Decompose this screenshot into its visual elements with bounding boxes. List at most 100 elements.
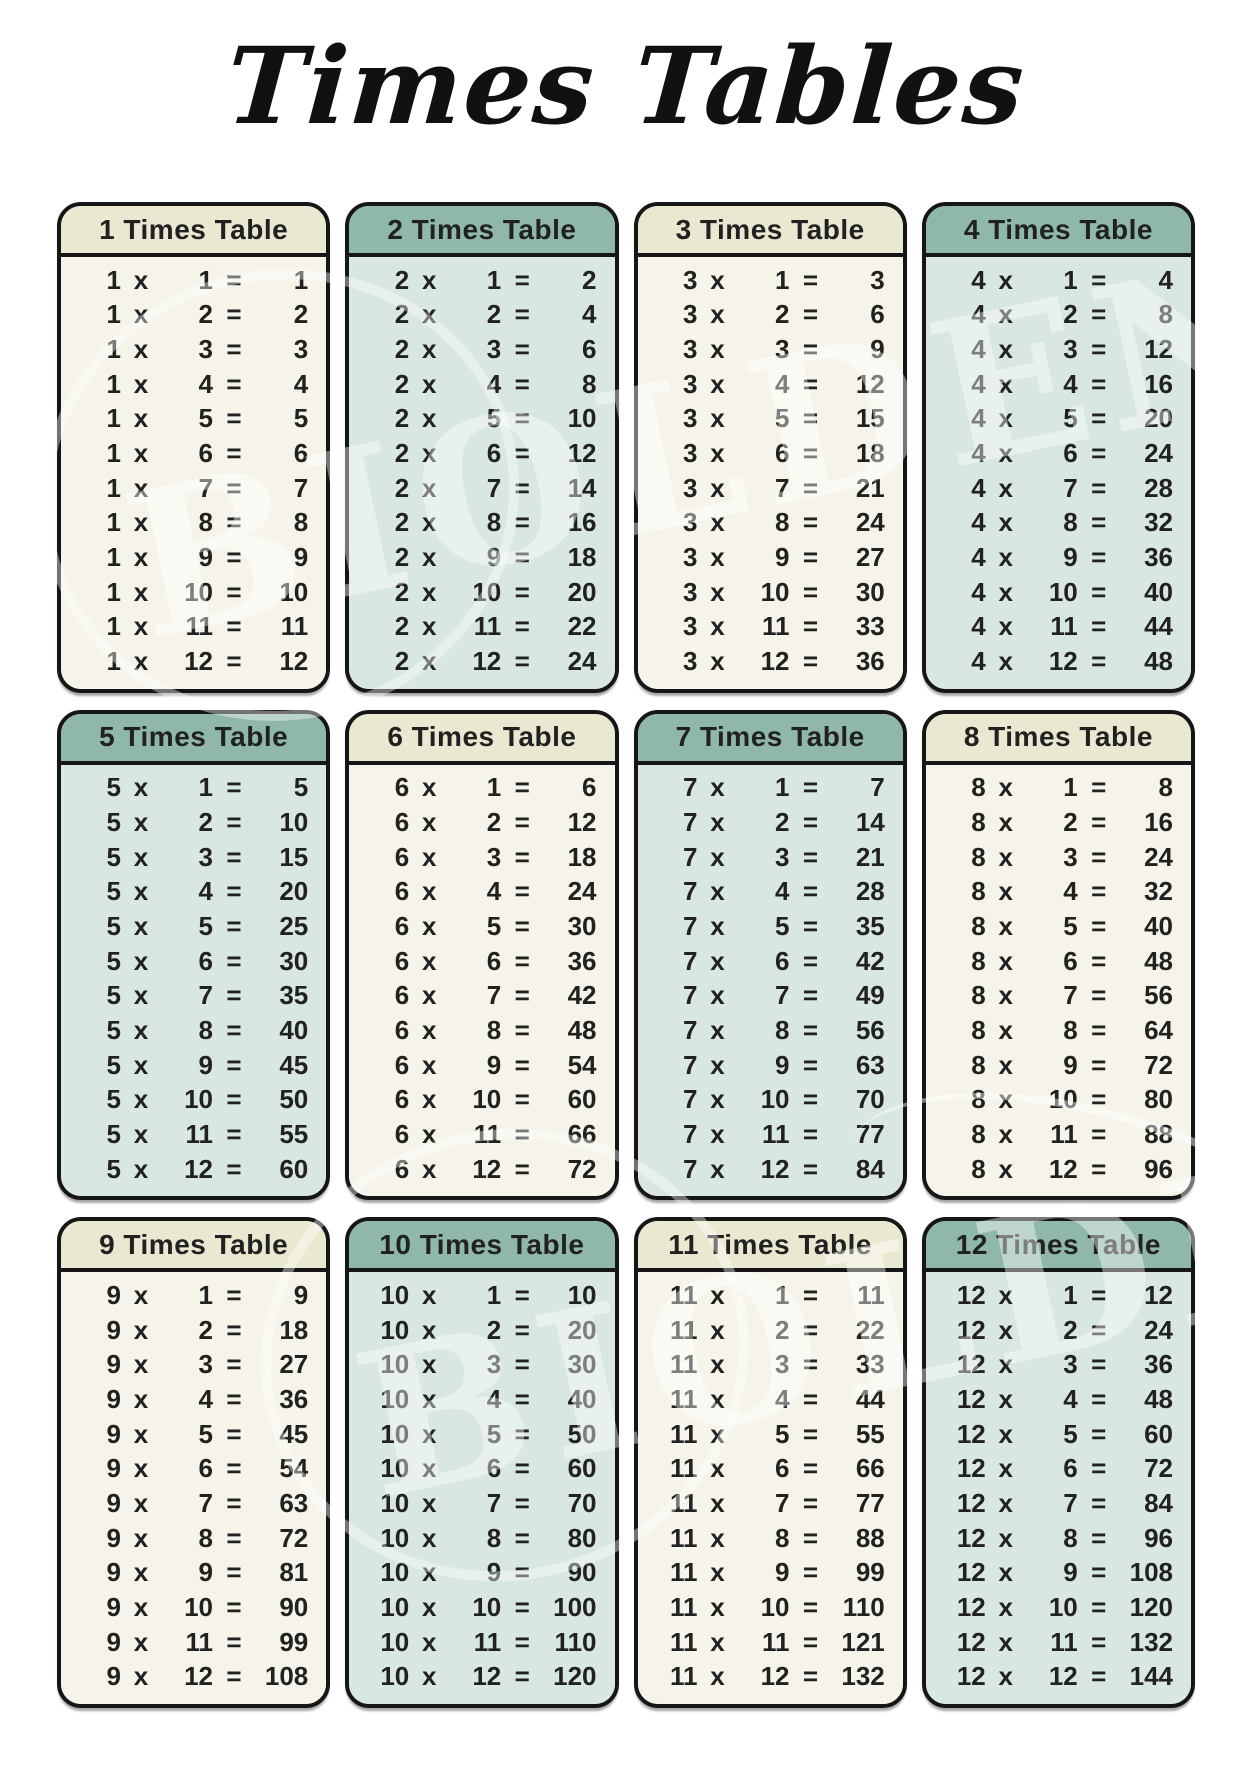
multiply-sign: x [710, 1118, 725, 1149]
multiply-sign: x [133, 403, 149, 434]
factor-1: 10 [380, 1349, 410, 1380]
equals-sign: = [1091, 1279, 1107, 1310]
factor-2: 7 [198, 1487, 213, 1518]
equation-row: 12 x 3 = 36 [944, 1349, 1173, 1380]
factor-1: 7 [683, 980, 698, 1011]
equation-row: 1 x 12 = 12 [79, 646, 309, 677]
equation-row: 6 x 3 = 18 [367, 842, 597, 873]
equals-sign: = [1091, 368, 1107, 399]
equation-row: 3 x 7 = 21 [656, 473, 885, 504]
factor-1: 9 [106, 1626, 121, 1657]
equation-row: 5 x 4 = 20 [79, 876, 309, 907]
multiply-sign: x [998, 1014, 1013, 1045]
equation-row: 12 x 8 = 96 [944, 1523, 1173, 1554]
product: 8 [1158, 772, 1173, 803]
product: 81 [279, 1557, 309, 1588]
product: 15 [279, 841, 309, 872]
equals-sign: = [514, 910, 530, 941]
factor-1: 7 [683, 1153, 698, 1184]
times-table-rows: 5 x 1 = 5 5 x 2 = 10 5 x 3 = 15 5 x 4 = … [61, 764, 327, 1197]
equals-sign: = [1091, 1591, 1107, 1622]
equation-row: 8 x 3 = 24 [944, 842, 1173, 873]
equals-sign: = [514, 1383, 530, 1414]
multiply-sign: x [998, 1626, 1013, 1657]
factor-1: 10 [380, 1279, 410, 1310]
multiply-sign: x [998, 403, 1013, 434]
equation-row: 5 x 8 = 40 [79, 1014, 309, 1046]
equals-sign: = [802, 1661, 819, 1692]
multiply-sign: x [422, 1118, 437, 1149]
equals-sign: = [802, 1383, 819, 1414]
equals-sign: = [802, 1153, 819, 1184]
factor-2: 4 [198, 876, 213, 907]
equals-sign: = [1091, 264, 1107, 295]
factor-1: 2 [394, 264, 410, 295]
times-table-card: 10 Times Table 10 x 1 = 10 10 x 2 = 20 1… [345, 1217, 619, 1708]
product: 54 [279, 1453, 309, 1484]
product: 20 [567, 1314, 597, 1345]
times-table-card: 12 Times Table 12 x 1 = 12 12 x 2 = 24 1… [921, 1217, 1195, 1708]
product: 63 [855, 1049, 885, 1080]
multiply-sign: x [998, 1314, 1013, 1345]
product: 16 [1144, 368, 1173, 399]
multiply-sign: x [998, 437, 1013, 468]
factor-1: 8 [971, 1014, 986, 1045]
factor-1: 9 [106, 1453, 121, 1484]
equals-sign: = [1091, 1661, 1107, 1692]
equals-sign: = [802, 1626, 819, 1657]
factor-2: 5 [1063, 1418, 1078, 1449]
factor-2: 7 [198, 472, 213, 503]
factor-2: 1 [775, 1279, 790, 1310]
product: 9 [293, 541, 309, 572]
equals-sign: = [802, 1591, 819, 1622]
equation-row: 4 x 4 = 16 [944, 369, 1173, 400]
equals-sign: = [1091, 1626, 1107, 1657]
equals-sign: = [1091, 299, 1107, 330]
factor-2: 2 [1063, 299, 1078, 330]
equals-sign: = [802, 611, 819, 642]
factor-1: 2 [394, 576, 410, 607]
factor-2: 9 [1063, 1049, 1078, 1080]
multiply-sign: x [133, 1626, 149, 1657]
product: 10 [279, 806, 309, 837]
factor-1: 5 [106, 806, 121, 837]
product: 42 [855, 945, 885, 976]
product: 21 [855, 841, 885, 872]
factor-1: 9 [106, 1522, 121, 1553]
equals-sign: = [514, 1522, 530, 1553]
times-table-title: 9 Times Table [99, 1228, 289, 1260]
factor-2: 10 [472, 1084, 502, 1115]
equation-row: 10 x 2 = 20 [367, 1315, 596, 1346]
factor-2: 11 [1050, 611, 1078, 642]
factor-1: 12 [956, 1314, 986, 1345]
multiply-sign: x [998, 945, 1013, 976]
multiply-sign: x [133, 945, 149, 976]
factor-1: 4 [971, 437, 986, 468]
product: 144 [1129, 1661, 1173, 1692]
times-table-title: 8 Times Table [963, 721, 1153, 753]
equation-row: 12 x 2 = 24 [944, 1315, 1173, 1346]
equation-row: 12 x 9 = 108 [944, 1557, 1173, 1588]
factor-2: 2 [486, 1314, 502, 1345]
equals-sign: = [514, 472, 530, 503]
equation-row: 11 x 7 = 77 [656, 1488, 885, 1519]
factor-2: 8 [486, 1522, 502, 1553]
multiply-sign: x [998, 299, 1013, 330]
factor-2: 9 [198, 1049, 213, 1080]
factor-1: 9 [106, 1349, 121, 1380]
equation-row: 10 x 9 = 90 [367, 1557, 596, 1588]
factor-1: 11 [670, 1591, 698, 1622]
factor-2: 12 [760, 1153, 790, 1184]
product: 77 [855, 1118, 885, 1149]
product: 80 [1144, 1084, 1173, 1115]
multiply-sign: x [422, 368, 437, 399]
equals-sign: = [1091, 1383, 1107, 1414]
equals-sign: = [514, 1049, 530, 1080]
times-table-header: 1 Times Table [61, 206, 327, 257]
equals-sign: = [226, 1014, 242, 1045]
multiply-sign: x [710, 1661, 725, 1692]
equals-sign: = [226, 1557, 242, 1588]
times-table-card: 3 Times Table 3 x 1 = 3 3 x 2 = 6 3 x 3 … [633, 202, 907, 693]
factor-1: 3 [683, 576, 698, 607]
